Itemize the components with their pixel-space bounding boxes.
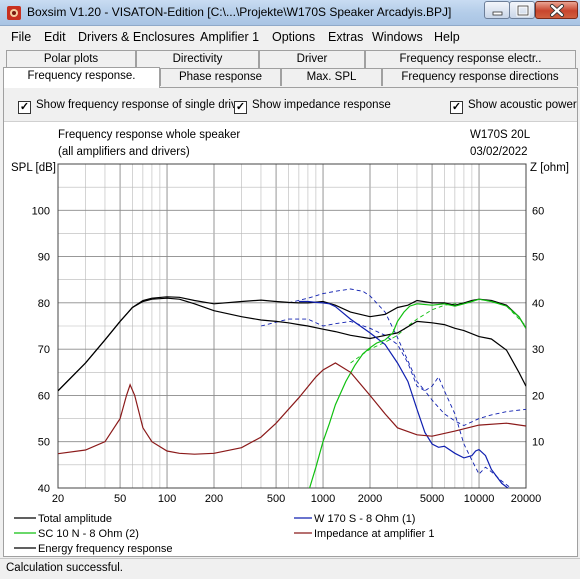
- series-line-w-170-s-dashed: [288, 288, 512, 488]
- acoustic-power-label: Show acoustic power r: [468, 99, 577, 111]
- legend-energy-label: Energy frequency response: [38, 543, 173, 555]
- x-tick-label: 5000: [420, 493, 444, 505]
- menu-edit[interactable]: Edit: [44, 30, 66, 44]
- minimize-button[interactable]: [484, 1, 510, 19]
- tab-frequency-response[interactable]: Frequency response.: [3, 67, 160, 88]
- tab-directivity[interactable]: Directivity: [136, 50, 259, 68]
- status-text: Calculation successful.: [6, 562, 123, 574]
- title-bar: Boxsim V1.20 - VISATON-Edition [C:\...\P…: [0, 0, 580, 26]
- window-title: Boxsim V1.20 - VISATON-Edition [C:\...\P…: [27, 5, 452, 19]
- maximize-icon: [516, 4, 530, 17]
- x-tick-label: 20000: [511, 493, 542, 505]
- plot-subtitle: (all amplifiers and drivers): [58, 146, 190, 158]
- acoustic-power-checkbox[interactable]: ✓: [450, 101, 463, 114]
- plot-frame: [57, 163, 527, 489]
- tab-frequency-response-electr[interactable]: Frequency response electr..: [365, 50, 576, 68]
- single-drive-option[interactable]: ✓ Show frequency response of single drive: [18, 99, 243, 114]
- legend-w170-label: W 170 S - 8 Ohm (1): [314, 513, 415, 525]
- tab-driver[interactable]: Driver: [259, 50, 365, 68]
- menu-file[interactable]: File: [11, 30, 32, 44]
- tab-polar-plots[interactable]: Polar plots: [6, 50, 136, 68]
- series-line-energy-frequency-response: [58, 297, 526, 392]
- plot-date: 03/02/2022: [470, 146, 528, 158]
- tab-max-spl[interactable]: Max. SPL: [281, 68, 382, 86]
- y-tick-label: 70: [38, 344, 50, 356]
- minimize-icon: [492, 11, 503, 16]
- y2-tick-label: 40: [532, 298, 544, 310]
- x-tick-label: 1000: [311, 493, 335, 505]
- series-line-sc-10-n-8-ohm-2-: [309, 298, 526, 488]
- menu-bar: File Edit Drivers & Enclosures Amplifier…: [0, 27, 580, 48]
- acoustic-power-option[interactable]: ✓ Show acoustic power r: [450, 99, 577, 114]
- y-tick-label: 80: [38, 298, 50, 310]
- y2-tick-label: 50: [532, 252, 544, 264]
- x-tick-label: 50: [114, 493, 126, 505]
- y2-tick-label: 20: [532, 390, 544, 402]
- app-icon: [7, 6, 21, 20]
- y2-tick-label: 60: [532, 205, 544, 217]
- plot-title: Frequency response whole speaker: [58, 129, 240, 141]
- options-row: ✓ Show frequency response of single drive…: [4, 88, 577, 122]
- x-tick-label: 500: [267, 493, 285, 505]
- y-tick-label: 100: [32, 205, 50, 217]
- impedance-checkbox[interactable]: ✓: [234, 101, 247, 114]
- frequency-response-chart: Frequency response whole speaker (all am…: [11, 129, 569, 555]
- x-tick-label: 10000: [464, 493, 495, 505]
- close-icon: [550, 4, 564, 17]
- x-tick-label: 20: [52, 493, 64, 505]
- menu-help[interactable]: Help: [434, 30, 460, 44]
- tab-frequency-response-directions[interactable]: Frequency response directions: [382, 68, 578, 86]
- menu-amplifier-1[interactable]: Amplifier 1: [200, 30, 260, 44]
- single-drive-checkbox[interactable]: ✓: [18, 101, 31, 114]
- menu-extras[interactable]: Extras: [328, 30, 364, 44]
- spl-axis-label: SPL [dB]: [11, 162, 56, 174]
- project-name: W170S 20L: [470, 129, 531, 141]
- single-drive-label: Show frequency response of single drive: [36, 99, 244, 111]
- series-line-impedance-at-amplifier-1: [58, 362, 526, 455]
- status-bar: Calculation successful.: [0, 558, 580, 579]
- menu-windows[interactable]: Windows: [372, 30, 423, 44]
- menu-drivers-enclosures[interactable]: Drivers & Enclosures: [78, 30, 195, 44]
- tab-phase-response[interactable]: Phase response: [160, 68, 281, 86]
- close-button[interactable]: [535, 1, 578, 19]
- y-tick-label: 60: [38, 390, 50, 402]
- y-tick-label: 40: [38, 483, 50, 495]
- impedance-label: Show impedance response: [252, 99, 391, 111]
- legend-total-label: Total amplitude: [38, 513, 112, 525]
- impedance-option[interactable]: ✓ Show impedance response: [234, 99, 391, 114]
- legend-sc10-label: SC 10 N - 8 Ohm (2): [38, 528, 139, 540]
- frequency-response-panel: ✓ Show frequency response of single drive…: [3, 87, 578, 557]
- series-line-w-170-s-8-ohm-1-: [298, 300, 509, 488]
- menu-options[interactable]: Options: [272, 30, 316, 44]
- series-line-total-amplitude: [58, 296, 526, 392]
- y-tick-label: 50: [38, 437, 50, 449]
- y2-tick-label: 10: [532, 437, 544, 449]
- y-tick-label: 90: [38, 252, 50, 264]
- series-line-impedance-dashed: [260, 318, 526, 426]
- maximize-button[interactable]: [509, 1, 535, 19]
- impedance-axis-label: Z [ohm]: [530, 162, 569, 174]
- x-tick-label: 100: [158, 493, 176, 505]
- legend-impedance-label: Impedance at amplifier 1: [314, 528, 434, 540]
- x-tick-label: 200: [205, 493, 223, 505]
- x-tick-label: 2000: [358, 493, 382, 505]
- y2-tick-label: 30: [532, 344, 544, 356]
